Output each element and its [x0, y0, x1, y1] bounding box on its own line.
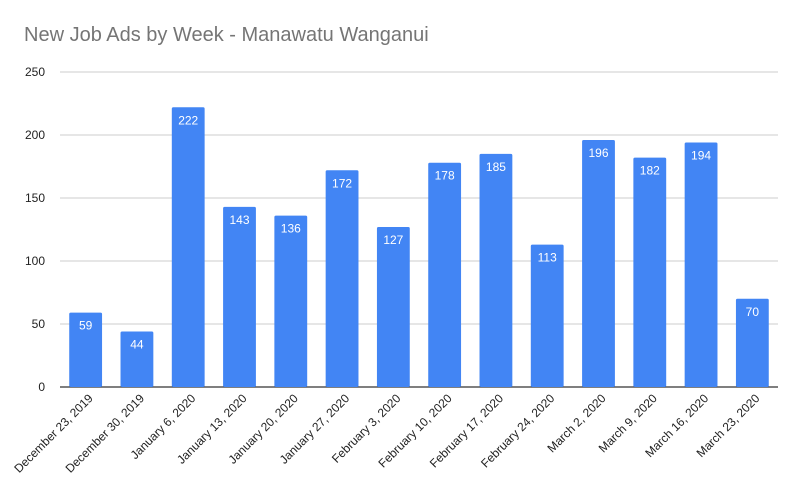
bar [530, 244, 564, 387]
data-labels: 59 44 222 143 136 172 127 178 185 113 196 182 194 70 [79, 113, 759, 351]
data-label: 143 [229, 213, 249, 227]
data-label: 178 [435, 169, 455, 183]
data-label: 182 [640, 164, 660, 178]
data-label: 127 [383, 233, 403, 247]
data-label: 70 [746, 305, 760, 319]
bar [735, 298, 769, 387]
data-label: 172 [332, 176, 352, 190]
bar [171, 107, 205, 387]
bar [120, 331, 154, 387]
y-tick-label: 50 [32, 317, 46, 331]
data-label: 185 [486, 160, 506, 174]
bar [479, 153, 513, 387]
chart-title: New Job Ads by Week - Manawatu Wanganui [24, 24, 429, 46]
bar [325, 170, 359, 387]
bar [633, 157, 667, 387]
data-label: 194 [691, 149, 711, 163]
y-tick-label: 200 [25, 128, 45, 142]
data-label: 44 [130, 338, 144, 352]
data-label: 113 [538, 251, 557, 265]
bars [69, 107, 769, 387]
y-tick-label: 250 [25, 65, 45, 79]
y-tick-label: 100 [25, 254, 45, 268]
bar [428, 162, 462, 387]
grid-lines [60, 71, 778, 388]
bar [684, 142, 718, 387]
data-label: 59 [79, 319, 93, 333]
bar [582, 140, 615, 387]
y-tick-label: 0 [38, 380, 45, 394]
data-label: 136 [281, 222, 301, 236]
bar [274, 215, 308, 387]
data-label: 222 [178, 113, 198, 127]
y-axis-tick-labels: 0 50 100 150 200 250 [25, 65, 45, 394]
bar [223, 206, 256, 387]
bar [69, 312, 103, 387]
data-label: 196 [588, 146, 608, 160]
bar [376, 226, 410, 387]
y-tick-label: 150 [25, 191, 45, 205]
